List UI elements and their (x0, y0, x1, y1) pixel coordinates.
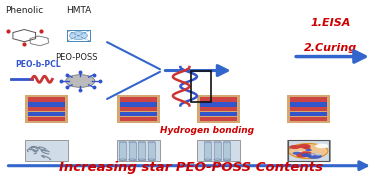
Bar (116, 140, 160, 161)
Bar (119, 107, 157, 111)
Ellipse shape (129, 159, 136, 160)
Bar (200, 102, 237, 106)
Ellipse shape (214, 142, 221, 143)
Bar (191, 71, 211, 102)
Bar (223, 142, 231, 160)
Ellipse shape (293, 152, 302, 155)
Ellipse shape (303, 147, 311, 149)
Bar (116, 95, 160, 122)
Bar (119, 142, 126, 160)
Bar (138, 142, 145, 160)
Ellipse shape (66, 75, 95, 87)
Bar (197, 95, 240, 122)
Bar (290, 107, 327, 111)
Text: Increasing star PEO-POSS Contents: Increasing star PEO-POSS Contents (59, 161, 322, 174)
Bar (200, 107, 237, 111)
Bar (25, 140, 68, 161)
Ellipse shape (301, 153, 311, 157)
Bar (28, 102, 65, 106)
Ellipse shape (315, 144, 328, 148)
Ellipse shape (214, 159, 221, 160)
Bar (290, 98, 327, 102)
Ellipse shape (138, 142, 145, 143)
Ellipse shape (148, 159, 155, 160)
Bar (28, 107, 65, 111)
Bar (200, 117, 237, 121)
Text: 2.Curing: 2.Curing (304, 43, 357, 53)
Ellipse shape (307, 154, 322, 159)
Bar (287, 95, 330, 122)
Bar (28, 98, 65, 102)
Ellipse shape (70, 32, 87, 40)
Ellipse shape (223, 159, 231, 160)
Ellipse shape (289, 145, 301, 149)
Ellipse shape (308, 153, 315, 156)
Bar (129, 142, 136, 160)
Bar (287, 140, 330, 161)
Bar (290, 117, 327, 121)
Ellipse shape (138, 159, 145, 160)
Bar (214, 142, 221, 160)
Bar (119, 112, 157, 116)
Bar (119, 98, 157, 102)
Bar (288, 140, 329, 161)
Bar (148, 142, 155, 160)
Ellipse shape (119, 142, 126, 143)
Text: 1.EISA: 1.EISA (310, 18, 351, 28)
Bar (119, 117, 157, 121)
Ellipse shape (204, 142, 211, 143)
Bar (200, 98, 237, 102)
Ellipse shape (305, 149, 312, 151)
Ellipse shape (298, 144, 311, 148)
Ellipse shape (129, 142, 136, 143)
Ellipse shape (288, 143, 328, 159)
Ellipse shape (119, 159, 126, 160)
Ellipse shape (301, 151, 312, 155)
Ellipse shape (308, 153, 315, 156)
Ellipse shape (148, 142, 155, 143)
Bar (197, 140, 240, 161)
Ellipse shape (314, 153, 322, 156)
Bar (290, 102, 327, 106)
Text: PEO-POSS: PEO-POSS (55, 53, 98, 62)
Text: Phenolic: Phenolic (5, 6, 43, 15)
Ellipse shape (223, 142, 231, 143)
Bar (28, 117, 65, 121)
Text: PEO-b-PCL: PEO-b-PCL (15, 60, 61, 69)
Ellipse shape (204, 159, 211, 160)
Text: Hydrogen bonding: Hydrogen bonding (160, 126, 254, 135)
Ellipse shape (293, 151, 304, 155)
Bar (28, 112, 65, 116)
Bar (25, 95, 68, 122)
Bar (204, 142, 211, 160)
Ellipse shape (296, 153, 308, 158)
Text: HMTA: HMTA (66, 6, 91, 15)
Bar (119, 102, 157, 106)
Bar (290, 112, 327, 116)
Bar (200, 112, 237, 116)
